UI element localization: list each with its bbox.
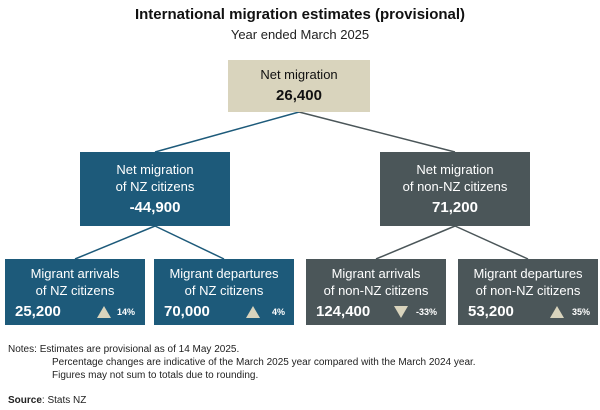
non-nz-net-label-line1: Net migration — [416, 162, 494, 177]
source: Source: Stats NZ — [8, 395, 87, 406]
non-nz-departures-value: 53,200 — [468, 303, 514, 320]
nz-net-migration-box: Net migration of NZ citizens -44,900 — [80, 152, 230, 226]
non-nz-arrivals-change: -33% — [416, 307, 438, 317]
nz-arrivals-label-line1: Migrant arrivals — [30, 266, 120, 281]
chart-title: International migration estimates (provi… — [134, 6, 466, 23]
decrease-triangle-icon — [394, 306, 408, 318]
nz-departures-value: 70,000 — [164, 303, 210, 320]
source-text: Stats NZ — [47, 395, 87, 406]
non-nz-departures-change: 35% — [572, 307, 591, 317]
nz-arrivals-change: 14% — [117, 307, 136, 317]
connector-root-nz — [154, 111, 300, 153]
non-nz-net-value: 71,200 — [432, 199, 478, 216]
increase-triangle-icon — [97, 306, 111, 318]
non-nz-arrivals-label-line2: of non-NZ citizens — [323, 283, 429, 298]
increase-triangle-icon — [246, 306, 260, 318]
chart-subtitle: Year ended March 2025 — [230, 27, 370, 42]
connector-root-non-nz — [298, 111, 456, 153]
source-label: Source — [8, 395, 42, 406]
nz-net-label-line1: Net migration — [116, 162, 194, 177]
non-nz-net-label-line2: of non-NZ citizens — [402, 179, 508, 194]
non-nz-arrivals-box: Migrant arrivals of non-NZ citizens 124,… — [306, 259, 446, 325]
net-migration-box: Net migration 26,400 — [228, 60, 370, 112]
non-nz-net-migration-box: Net migration of non-NZ citizens 71,200 — [380, 152, 530, 226]
nz-departures-label-line2: of NZ citizens — [184, 283, 264, 298]
notes-line2: Percentage changes are indicative of the… — [52, 357, 476, 368]
nz-net-value: -44,900 — [129, 199, 181, 216]
non-nz-departures-label-line1: Migrant departures — [473, 266, 583, 281]
nz-net-label-line2: of NZ citizens — [115, 179, 195, 194]
nz-departures-change: 4% — [272, 307, 286, 317]
nz-departures-box: Migrant departures of NZ citizens 70,000… — [154, 259, 294, 325]
connector-non-nz-departures — [454, 225, 529, 260]
net-migration-label: Net migration — [260, 67, 338, 82]
nz-arrivals-box: Migrant arrivals of NZ citizens 25,200 1… — [5, 259, 145, 325]
notes-line3: Figures may not sum to totals due to rou… — [52, 370, 259, 381]
connector-nz-arrivals — [74, 225, 156, 260]
non-nz-departures-label-line2: of non-NZ citizens — [475, 283, 581, 298]
increase-triangle-icon — [550, 306, 564, 318]
non-nz-arrivals-value: 124,400 — [316, 303, 371, 320]
notes-line1: Estimates are provisional as of 14 May 2… — [39, 344, 240, 355]
net-migration-value: 26,400 — [276, 87, 322, 104]
notes: Notes: Estimates are provisional as of 1… — [8, 343, 476, 382]
notes-label: Notes: — [8, 344, 37, 355]
nz-departures-label-line1: Migrant departures — [169, 266, 279, 281]
connector-non-nz-arrivals — [375, 225, 456, 260]
nz-arrivals-value: 25,200 — [15, 303, 61, 320]
non-nz-departures-box: Migrant departures of non-NZ citizens 53… — [458, 259, 598, 325]
nz-arrivals-label-line2: of NZ citizens — [35, 283, 115, 298]
non-nz-arrivals-label-line1: Migrant arrivals — [331, 266, 421, 281]
connector-nz-departures — [154, 225, 225, 260]
